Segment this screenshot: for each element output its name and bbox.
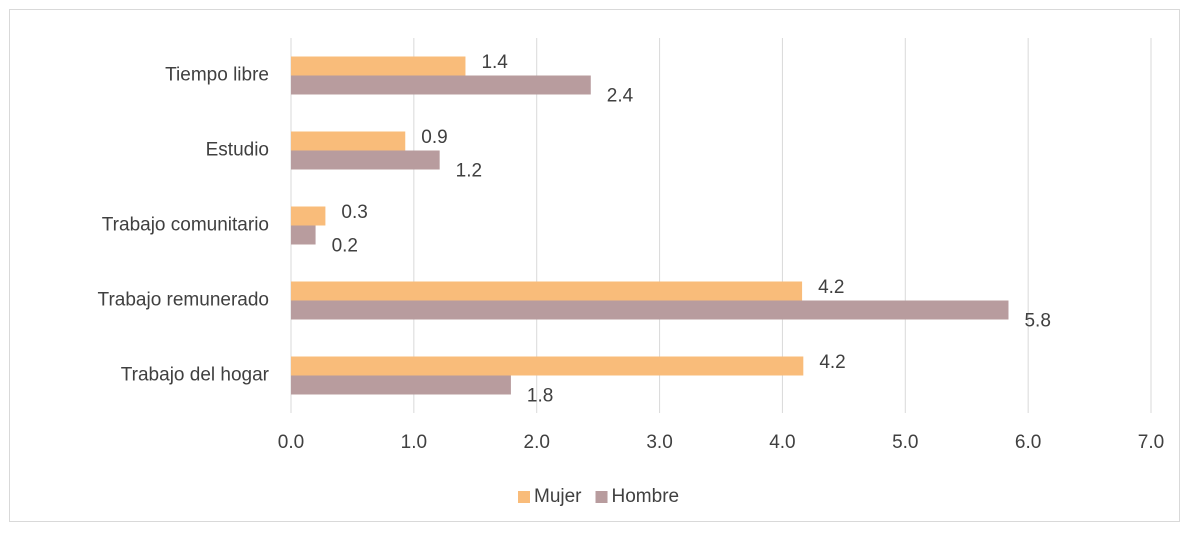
- data-label: 2.4: [607, 85, 634, 106]
- x-tick-label: 4.0: [769, 432, 795, 453]
- legend-swatch: [595, 491, 608, 503]
- legend-swatch: [518, 491, 530, 503]
- chart-border: [9, 9, 1180, 522]
- x-tick-label: 7.0: [1138, 432, 1164, 453]
- data-label: 1.4: [481, 52, 508, 73]
- legend-label: Hombre: [612, 486, 680, 507]
- data-label: 0.9: [421, 127, 447, 148]
- x-tick-label: 3.0: [646, 432, 672, 453]
- bar: [291, 131, 406, 151]
- bar: [291, 375, 511, 395]
- bar: [291, 56, 466, 76]
- bar: [291, 281, 803, 301]
- bar: [291, 206, 326, 226]
- data-label: 1.8: [527, 385, 553, 406]
- x-tick-label: 0.0: [278, 432, 304, 453]
- legend-label: Mujer: [534, 486, 582, 507]
- data-label: 0.3: [341, 202, 367, 223]
- bar: [291, 150, 440, 170]
- bar: [291, 300, 1009, 320]
- y-tick-label: Trabajo del hogar: [121, 365, 270, 386]
- data-label: 1.2: [456, 160, 482, 181]
- bar: [291, 356, 804, 376]
- data-label: 4.2: [818, 277, 844, 298]
- x-tick-label: 6.0: [1015, 432, 1041, 453]
- x-tick-label: 2.0: [524, 432, 550, 453]
- bar: [291, 75, 591, 95]
- y-tick-label: Trabajo comunitario: [102, 215, 269, 236]
- data-label: 0.2: [332, 235, 358, 256]
- x-tick-label: 5.0: [892, 432, 918, 453]
- y-tick-label: Trabajo remunerado: [98, 290, 269, 311]
- data-label: 4.2: [819, 352, 845, 373]
- x-tick-label: 1.0: [401, 432, 427, 453]
- bar: [291, 225, 316, 245]
- y-tick-label: Estudio: [206, 140, 269, 161]
- data-label: 5.8: [1024, 310, 1050, 331]
- y-tick-label: Tiempo libre: [165, 65, 269, 86]
